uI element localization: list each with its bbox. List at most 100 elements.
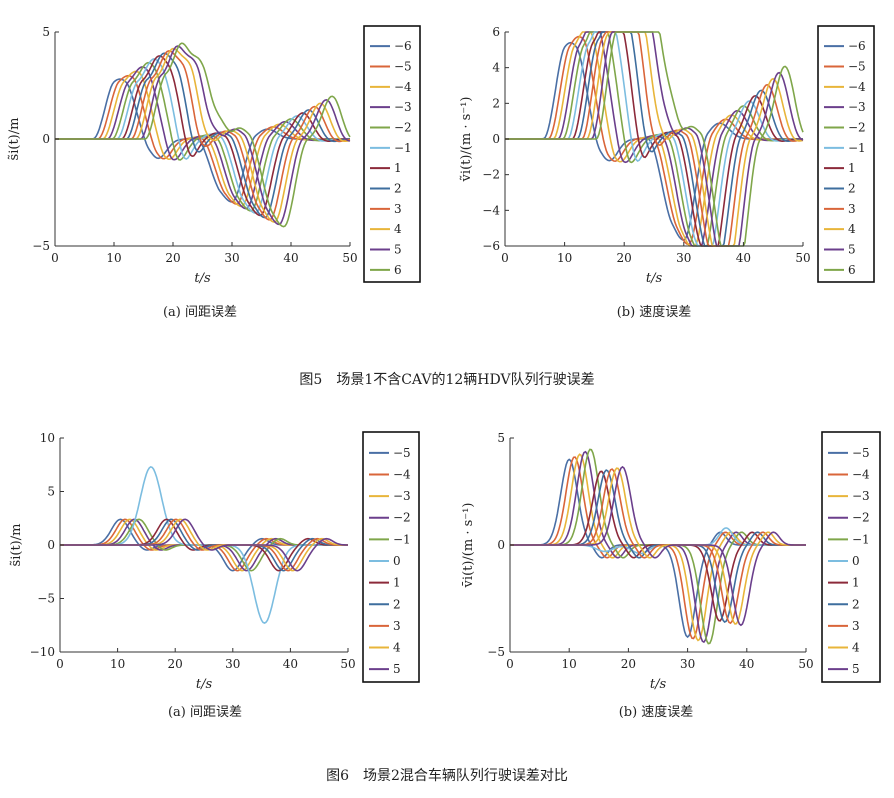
series-line-10 (510, 465, 806, 627)
x-tick-label: 50 (342, 251, 357, 265)
legend: −6 −5 −4 −3 −2 −1 1 2 3 4 5 6 (817, 25, 875, 283)
figure-caption: 图6 场景2混合车辆队列行驶误差对比 (326, 767, 568, 784)
legend-label: −4 (393, 467, 411, 481)
legend-label: 0 (852, 554, 860, 568)
x-tick-label: 30 (676, 251, 691, 265)
legend-label: 4 (852, 641, 860, 655)
x-tick-label: 40 (283, 251, 298, 265)
legend-label: 4 (848, 222, 856, 236)
x-tick-label: 30 (680, 657, 695, 671)
legend-label: −6 (394, 39, 412, 53)
y-tick-label: 10 (40, 431, 55, 445)
legend-label: 3 (393, 619, 401, 633)
legend-label: −1 (394, 141, 412, 155)
series-line-0 (505, 41, 803, 241)
x-tick-label: 10 (557, 251, 572, 265)
legend-box (817, 25, 875, 283)
y-axis-label: v̄i(t)/(m · s⁻¹) (461, 503, 476, 589)
chart-fig5b: 0 10 20 30 40 50 −6 −4 −2 0 2 4 6 t/s ṽi(t)/(m · s⁻¹) (… (459, 25, 875, 320)
legend-label: 1 (848, 161, 856, 175)
legend-label: 5 (393, 662, 401, 676)
x-tick-label: 40 (283, 657, 298, 671)
legend-label: 2 (848, 182, 856, 196)
legend-label: −1 (848, 141, 866, 155)
y-tick-label: 6 (492, 25, 500, 39)
series-group (60, 466, 348, 624)
y-axis-label: s̃i(t)/m (7, 118, 22, 161)
x-tick-label: 50 (798, 657, 813, 671)
y-tick-label: 0 (42, 132, 50, 146)
legend-label: −5 (394, 60, 412, 74)
x-tick-label: 0 (501, 251, 509, 265)
x-tick-label: 0 (51, 251, 59, 265)
legend-label: 1 (852, 576, 860, 590)
x-tick-label: 50 (340, 657, 355, 671)
legend-label: 5 (394, 243, 402, 257)
legend-label: 4 (394, 222, 402, 236)
y-tick-label: −10 (30, 645, 55, 659)
y-tick-label: 5 (47, 485, 55, 499)
x-tick-label: 10 (106, 251, 121, 265)
y-tick-label: 0 (47, 538, 55, 552)
legend: −5 −4 −3 −2 −1 0 1 2 3 4 5 (821, 431, 881, 683)
x-axis-label: t/s (646, 271, 663, 286)
legend-label: 3 (848, 202, 856, 216)
legend-label: −5 (852, 446, 870, 460)
legend-label: 5 (848, 243, 856, 257)
x-axis-label: t/s (196, 677, 213, 692)
legend-label: 2 (852, 597, 860, 611)
x-tick-label: 20 (165, 251, 180, 265)
legend-label: −2 (393, 511, 411, 525)
y-tick-label: −5 (32, 239, 50, 253)
y-tick-label: 0 (497, 538, 505, 552)
x-tick-label: 10 (110, 657, 125, 671)
legend-label: −4 (394, 80, 412, 94)
series-group (510, 448, 806, 645)
legend-box (363, 25, 421, 283)
series-line-10 (60, 518, 348, 572)
legend: −6 −5 −4 −3 −2 −1 1 2 3 4 5 6 (363, 25, 421, 283)
legend-label: −1 (393, 532, 411, 546)
y-tick-label: 5 (497, 431, 505, 445)
legend: −5 −4 −3 −2 −1 0 1 2 3 4 5 (362, 431, 420, 683)
x-tick-label: 40 (739, 657, 754, 671)
panel-subtitle: (a) 间距误差 (163, 305, 237, 320)
y-axis-label: ṽi(t)/(m · s⁻¹) (459, 97, 474, 183)
y-tick-label: 4 (492, 61, 500, 75)
legend-label: −3 (393, 489, 411, 503)
series-line-11 (55, 42, 351, 228)
legend-label: 1 (393, 576, 401, 590)
x-tick-label: 10 (562, 657, 577, 671)
y-axis-label: s̃i(t)/m (9, 524, 24, 567)
legend-label: −2 (848, 121, 866, 135)
y-tick-label: −6 (482, 239, 500, 253)
legend-label: 2 (394, 182, 402, 196)
legend-label: −4 (848, 80, 866, 94)
legend-box (821, 431, 881, 683)
x-tick-label: 20 (168, 657, 183, 671)
legend-label: −5 (848, 60, 866, 74)
y-tick-label: 2 (492, 96, 500, 110)
legend-label: 6 (848, 263, 856, 277)
legend-label: −2 (394, 121, 412, 135)
legend-label: −6 (848, 39, 866, 53)
panel-subtitle: (a) 间距误差 (168, 705, 242, 720)
x-axis-label: t/s (194, 271, 211, 286)
legend-label: 6 (394, 263, 402, 277)
legend-label: 5 (852, 662, 860, 676)
x-axis-label: t/s (650, 677, 667, 692)
legend-label: −5 (393, 446, 411, 460)
x-tick-label: 20 (621, 657, 636, 671)
x-tick-label: 40 (736, 251, 751, 265)
x-tick-label: 0 (506, 657, 514, 671)
panel-subtitle: (b) 速度误差 (617, 304, 692, 320)
legend-label: 3 (394, 202, 402, 216)
legend-label: −2 (852, 511, 870, 525)
legend-label: −3 (394, 100, 412, 114)
y-tick-label: −5 (487, 645, 505, 659)
legend-label: −1 (852, 532, 870, 546)
